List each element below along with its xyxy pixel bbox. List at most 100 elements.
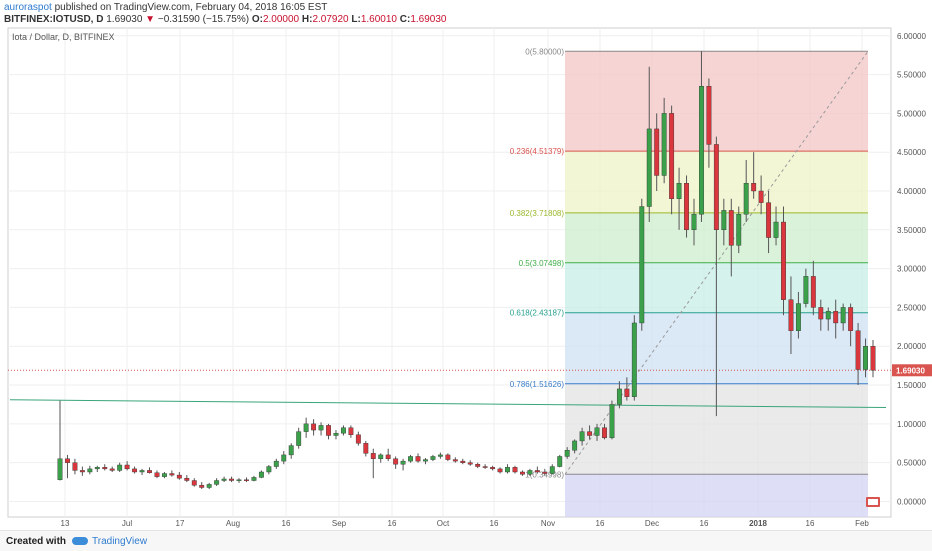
candle-body (72, 462, 78, 471)
candle-body (803, 276, 809, 304)
candle-body (721, 210, 727, 231)
candle-body (318, 425, 324, 431)
open-label: O: (251, 14, 263, 25)
candle-body (273, 460, 279, 467)
flag-icon (866, 497, 880, 507)
price-tick-label: 5.00000 (897, 109, 926, 118)
fib-retracement: 0(5.80000) 0.236(4.51379) 0.382(3.71808) 0.… (510, 47, 869, 517)
candle-body (87, 468, 93, 473)
fib-zone (565, 51, 868, 152)
time-tick-label: Sep (332, 519, 347, 528)
time-tick-label: 16 (388, 519, 397, 528)
candle-body (825, 311, 831, 320)
time-tick-label: Oct (437, 519, 450, 528)
author-link[interactable]: auroraspot (4, 2, 52, 13)
candle-body (355, 434, 361, 444)
symbol-label: BITFINEX:IOTUSD, D (4, 14, 104, 25)
time-tick-label: 16 (806, 519, 815, 528)
down-arrow-icon: ▼ (145, 14, 156, 25)
candle-body (132, 468, 138, 473)
candle-body (751, 183, 757, 192)
time-tick-label: 2018 (749, 519, 767, 528)
price-axis[interactable]: 6.00000 5.50000 5.00000 4.50000 4.00000 3.500… (892, 32, 932, 507)
candle-body (594, 427, 600, 436)
candle-body (646, 128, 652, 207)
candle-body (706, 86, 712, 145)
candle-body (206, 484, 212, 488)
candle-body (781, 221, 786, 300)
candle-body (520, 471, 525, 475)
candle-body (266, 466, 272, 473)
time-tick-label: 17 (176, 519, 185, 528)
candle-body (475, 464, 481, 467)
candle-body (512, 467, 518, 473)
candle-body (408, 456, 413, 462)
candle-body (363, 443, 369, 454)
candle-body (258, 471, 264, 478)
candle-body (169, 473, 175, 476)
candle-body (378, 454, 384, 459)
candle-body (572, 440, 578, 451)
price-tick-label: 3.50000 (897, 226, 926, 235)
time-axis[interactable]: 13 Jul 17 Aug 16 Sep 16 Oct 16 Nov 16 Dec 16 2018 16 Fe… (61, 519, 870, 528)
candle-body (743, 183, 749, 215)
high-value: 2.07920 (312, 14, 349, 25)
candle-body (124, 464, 130, 470)
candle-body (788, 299, 794, 331)
candle-body (221, 478, 227, 481)
candle-body (684, 183, 689, 231)
candle-body (863, 346, 868, 370)
price-tick-label: 1.00000 (897, 420, 926, 429)
fib-level-label: 0.786(1.51626) (510, 380, 565, 389)
candle-body (609, 404, 615, 439)
candle-body (736, 214, 742, 246)
candle-body (303, 423, 309, 432)
candle-body (810, 276, 816, 308)
last-price-label: 1.69030 (896, 366, 925, 375)
candle-body (430, 456, 436, 460)
candle-body (423, 459, 428, 462)
candle-body (452, 459, 458, 462)
candle-body (766, 202, 772, 238)
price-chart[interactable]: 0(5.80000) 0.236(4.51379) 0.382(3.71808) 0.… (0, 0, 932, 530)
trendline (9, 399, 887, 409)
last-price-badge (892, 364, 932, 377)
candle-body (229, 478, 234, 481)
candle-body (758, 190, 764, 203)
candle-body (460, 460, 466, 463)
candle-body (691, 214, 697, 231)
candle-body (840, 307, 846, 324)
price-tick-label: 5.50000 (897, 71, 926, 80)
low-label: L: (351, 14, 361, 25)
candle-body (117, 464, 123, 471)
candle-body (669, 113, 675, 199)
candle-body (326, 425, 331, 436)
high-label: H: (301, 14, 313, 25)
fib-level-label: 0.236(4.51379) (510, 147, 565, 156)
symbol-info: BITFINEX:IOTUSD, D 1.69030 ▼ −0.31590 (−… (4, 14, 446, 25)
candle-body (490, 467, 496, 470)
candle-body (348, 427, 354, 435)
price-tick-label: 4.00000 (897, 187, 926, 196)
candle-body (79, 470, 85, 473)
published-text: published on TradingView.com, February 0… (54, 2, 328, 13)
candle-body (244, 479, 249, 481)
candle-body (176, 474, 182, 479)
candle-body (161, 473, 167, 477)
candle-body (527, 470, 533, 475)
time-tick-label: 16 (490, 519, 499, 528)
candle-body (833, 311, 839, 324)
candle-body (236, 479, 242, 481)
fib-zone (565, 474, 868, 517)
time-tick-label: 13 (61, 519, 70, 528)
candle-body (631, 322, 637, 397)
candle-body (549, 466, 555, 474)
candles (57, 51, 876, 490)
candle-body (848, 307, 854, 331)
candle-body (602, 427, 607, 439)
candle-body (288, 445, 294, 456)
candle-body (57, 458, 63, 480)
last-price: 1.69030 (106, 14, 143, 25)
tradingview-logo[interactable]: TradingView (72, 536, 147, 547)
candle-body (340, 427, 346, 434)
